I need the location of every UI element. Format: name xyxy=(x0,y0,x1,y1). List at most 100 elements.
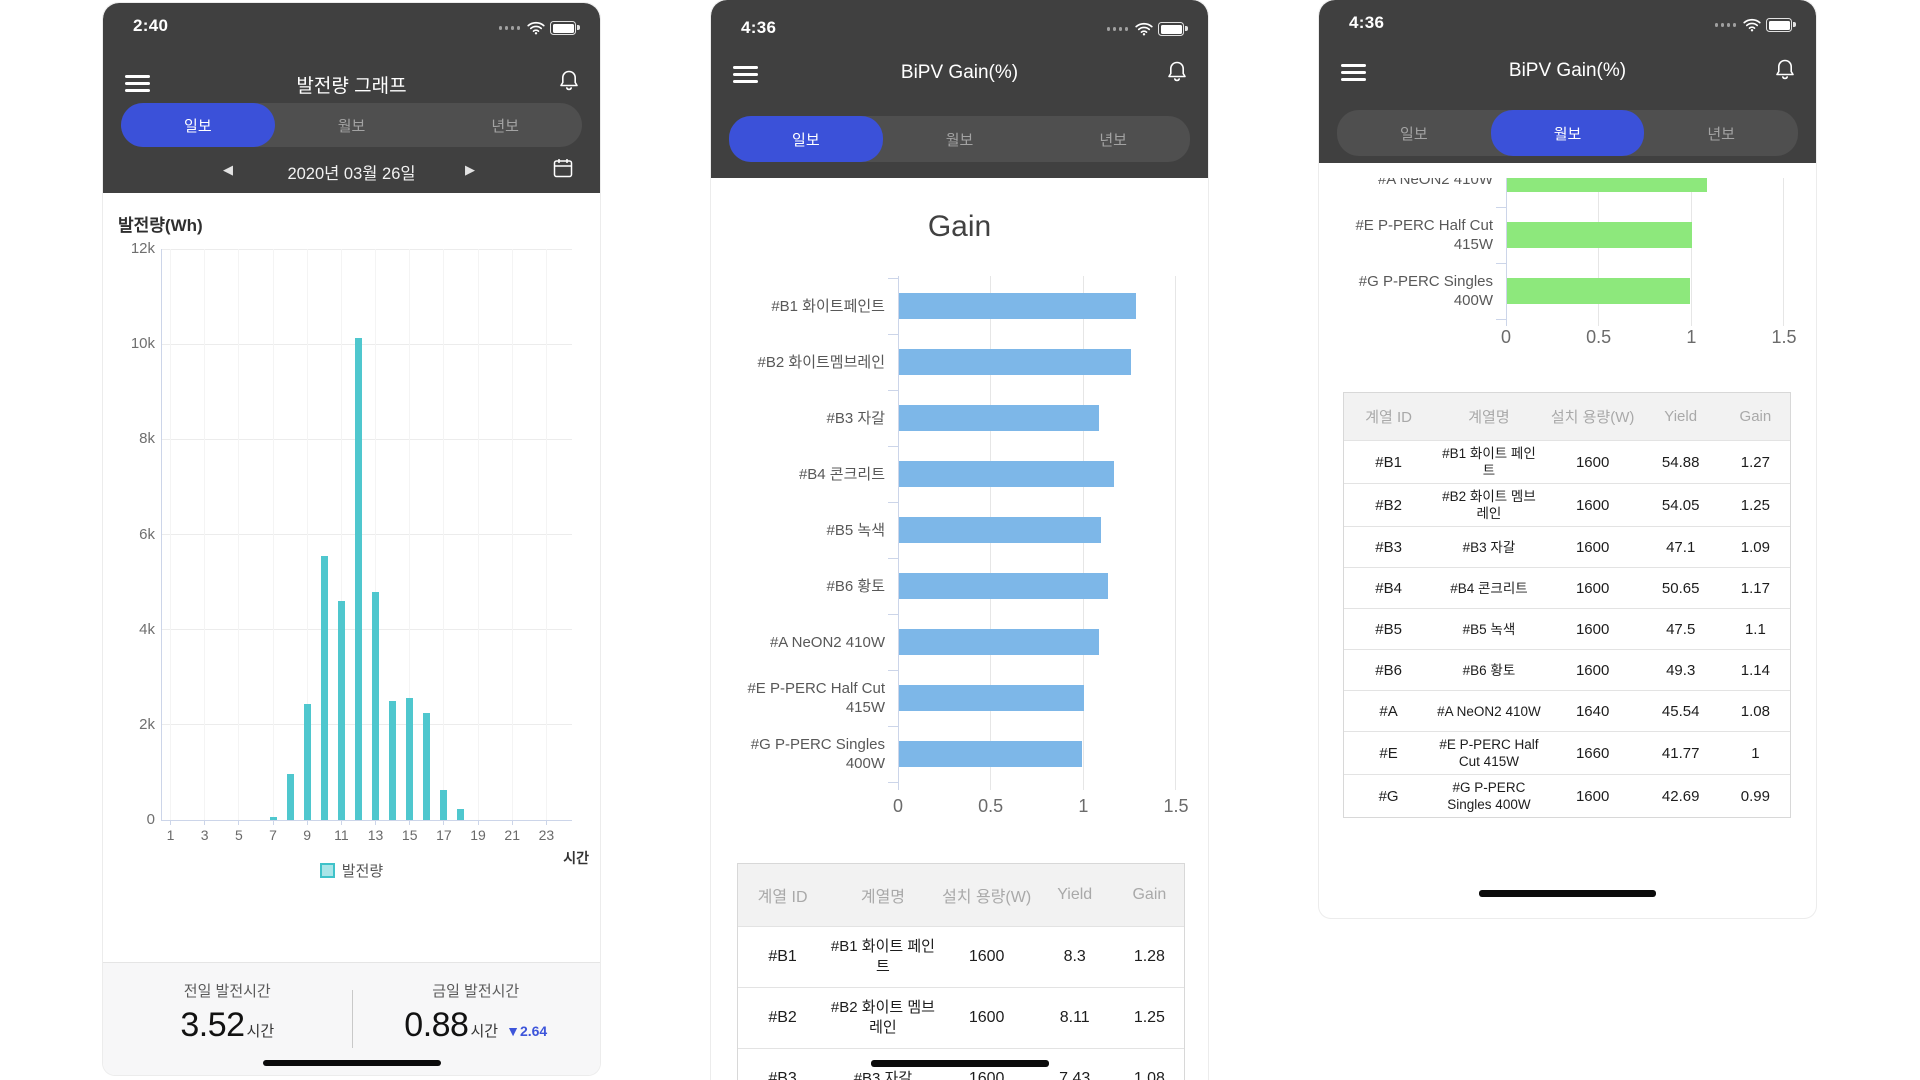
home-indicator[interactable] xyxy=(1478,890,1656,897)
table-cell: 45.54 xyxy=(1661,702,1700,720)
tab-monthly[interactable]: 월보 xyxy=(337,117,366,135)
table-cell: 49.3 xyxy=(1666,661,1696,679)
category-axis-tick xyxy=(888,502,898,503)
app-header: 4:36 BiPV Gain(%) 일보 월보 년보 xyxy=(1319,0,1816,163)
x-gridline xyxy=(1506,178,1507,326)
gain-bar-chart: #B1 화이트페인트 #B2 화이트멤브레인 #B3 자갈 #B4 콘크리트 #B5 녹… xyxy=(711,276,1208,790)
menu-icon[interactable] xyxy=(1341,64,1366,81)
prev-day-value: 3.52 xyxy=(180,1006,245,1044)
x-gridline xyxy=(1175,276,1176,790)
table-cell: 1600 xyxy=(1575,538,1610,556)
table-cell: #B1 화이트 페인트 xyxy=(1442,446,1536,478)
tab-daily[interactable]: 일보 xyxy=(121,103,275,147)
menu-icon[interactable] xyxy=(125,75,150,92)
generation-bar xyxy=(320,556,328,820)
table-cell: 1.14 xyxy=(1740,661,1770,679)
table-cell: #B2 xyxy=(768,1009,797,1026)
table-row: #B1 #B1 화이트 페인트 1600 8.3 1.28 xyxy=(738,926,1184,987)
chart-title: 발전량(Wh) xyxy=(118,216,203,235)
table-cell: #A NeON2 410W xyxy=(1437,703,1541,719)
today-unit: 시간 xyxy=(470,1023,499,1040)
category-axis-tick xyxy=(1496,319,1506,320)
x-gridline xyxy=(1691,178,1692,326)
column-header: Yield xyxy=(1057,886,1093,903)
category-label: #E P-PERC Half Cut 415W xyxy=(747,680,885,716)
tab-daily[interactable]: 일보 xyxy=(1400,125,1428,143)
table-cell: #E P-PERC Half Cut 415W xyxy=(1439,737,1539,769)
x-gridline xyxy=(1783,178,1784,326)
category-axis-tick xyxy=(888,726,898,727)
home-indicator[interactable] xyxy=(870,1060,1049,1067)
x-axis-tick-label: 1.5 xyxy=(1163,796,1189,816)
tab-monthly[interactable]: 월보 xyxy=(1490,110,1645,156)
prev-day-unit: 시간 xyxy=(246,1023,275,1040)
bell-icon[interactable] xyxy=(1774,58,1796,82)
bell-icon[interactable] xyxy=(1166,60,1188,84)
status-time: 4:36 xyxy=(1349,13,1385,32)
table-cell: #B6 황토 xyxy=(1462,662,1516,678)
table-cell: 0.99 xyxy=(1740,787,1770,805)
column-header: Yield xyxy=(1664,408,1698,425)
table-row: #B5 #B5 녹색 1600 47.5 1.1 xyxy=(1344,608,1790,649)
next-date-button[interactable]: ▶ xyxy=(465,162,475,177)
column-header: 계열 ID xyxy=(1365,409,1412,426)
tab-monthly[interactable]: 월보 xyxy=(945,131,974,149)
wifi-icon xyxy=(1743,18,1761,32)
column-header: 설치 용량(W) xyxy=(942,889,1032,906)
table-cell: 47.1 xyxy=(1666,538,1696,556)
table-cell: 1600 xyxy=(968,1070,1005,1080)
signal-dots-icon xyxy=(1714,23,1736,27)
category-label: #E P-PERC Half Cut 415W xyxy=(1355,217,1493,253)
table-cell: #G P-PERC Singles 400W xyxy=(1447,780,1531,812)
x-axis-tick-label: 9 xyxy=(303,827,312,843)
category-label: #B4 콘크리트 xyxy=(798,465,885,483)
x-axis-tick xyxy=(512,820,513,825)
column-header: Gain xyxy=(1132,886,1167,903)
y-axis-tick-label: 2k xyxy=(139,715,155,733)
x-axis-labels: 0 0.5 1 1.5 xyxy=(1319,327,1816,349)
period-tabs: 일보 월보 년보 xyxy=(729,116,1190,162)
stat-divider xyxy=(351,990,353,1048)
table-cell: 1.08 xyxy=(1133,1070,1165,1080)
bell-icon[interactable] xyxy=(558,69,580,93)
x-gridline xyxy=(375,249,376,820)
current-date: 2020년 03월 26일 xyxy=(287,165,416,183)
x-axis-tick-label: 3 xyxy=(200,827,209,843)
table-row: #G #G P-PERC Singles 400W 1600 42.69 0.99 xyxy=(1344,774,1790,817)
calendar-icon[interactable] xyxy=(552,157,574,179)
x-axis-tick-label: 21 xyxy=(504,827,520,843)
x-gridline xyxy=(546,249,547,820)
x-axis-tick-label: 1 xyxy=(1686,327,1697,347)
status-icons xyxy=(1714,18,1796,32)
table-cell: #B3 자갈 xyxy=(853,1070,913,1080)
table-cell: 1.25 xyxy=(1133,1009,1165,1026)
table-row: #B4 #B4 콘크리트 1600 50.65 1.17 xyxy=(1344,567,1790,608)
generation-bar xyxy=(457,809,465,820)
y-gridline xyxy=(162,249,572,250)
gain-bar xyxy=(899,461,1114,487)
tab-yearly[interactable]: 년보 xyxy=(491,117,519,135)
table-row: #B3 #B3 자갈 1600 47.1 1.09 xyxy=(1344,526,1790,567)
x-axis-labels: 0 0.5 1 1.5 xyxy=(711,796,1208,818)
x-axis-tick xyxy=(204,820,205,825)
menu-icon[interactable] xyxy=(733,66,758,83)
category-axis-tick xyxy=(1496,207,1506,208)
table-cell: 8.11 xyxy=(1059,1009,1090,1026)
generation-bar xyxy=(303,704,311,820)
tab-yearly[interactable]: 년보 xyxy=(1707,125,1735,143)
category-axis-tick xyxy=(888,334,898,335)
column-header: 계열명 xyxy=(860,889,906,906)
table-cell: 1600 xyxy=(1575,787,1610,805)
x-axis-tick xyxy=(478,820,479,825)
x-axis-tick-label: 7 xyxy=(269,827,277,843)
generation-bar xyxy=(372,591,380,820)
category-label: #B2 화이트멤브레인 xyxy=(757,353,885,371)
x-axis-tick-label: 13 xyxy=(367,827,384,843)
prev-date-button[interactable]: ◀ xyxy=(223,162,233,177)
tab-yearly[interactable]: 년보 xyxy=(1099,131,1127,149)
gain-table: 계열 ID 계열명 설치 용량(W) Yield Gain #B1 #B1 화이트 페인트 1… xyxy=(1343,392,1791,818)
tab-daily[interactable]: 일보 xyxy=(729,116,883,162)
home-indicator[interactable] xyxy=(262,1060,441,1066)
chart-title: Gain xyxy=(927,210,992,243)
table-cell: 1.17 xyxy=(1740,579,1770,597)
